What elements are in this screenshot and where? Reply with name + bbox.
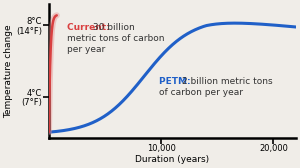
Text: Current:: Current: bbox=[68, 23, 113, 32]
Text: 30 billion
metric tons of carbon
per year: 30 billion metric tons of carbon per yea… bbox=[68, 23, 165, 54]
Y-axis label: Temperature change: Temperature change bbox=[4, 24, 13, 118]
Text: 2 billion metric tons
of carbon per year: 2 billion metric tons of carbon per year bbox=[159, 77, 272, 97]
X-axis label: Duration (years): Duration (years) bbox=[135, 155, 209, 164]
Text: PETM:: PETM: bbox=[159, 77, 194, 86]
